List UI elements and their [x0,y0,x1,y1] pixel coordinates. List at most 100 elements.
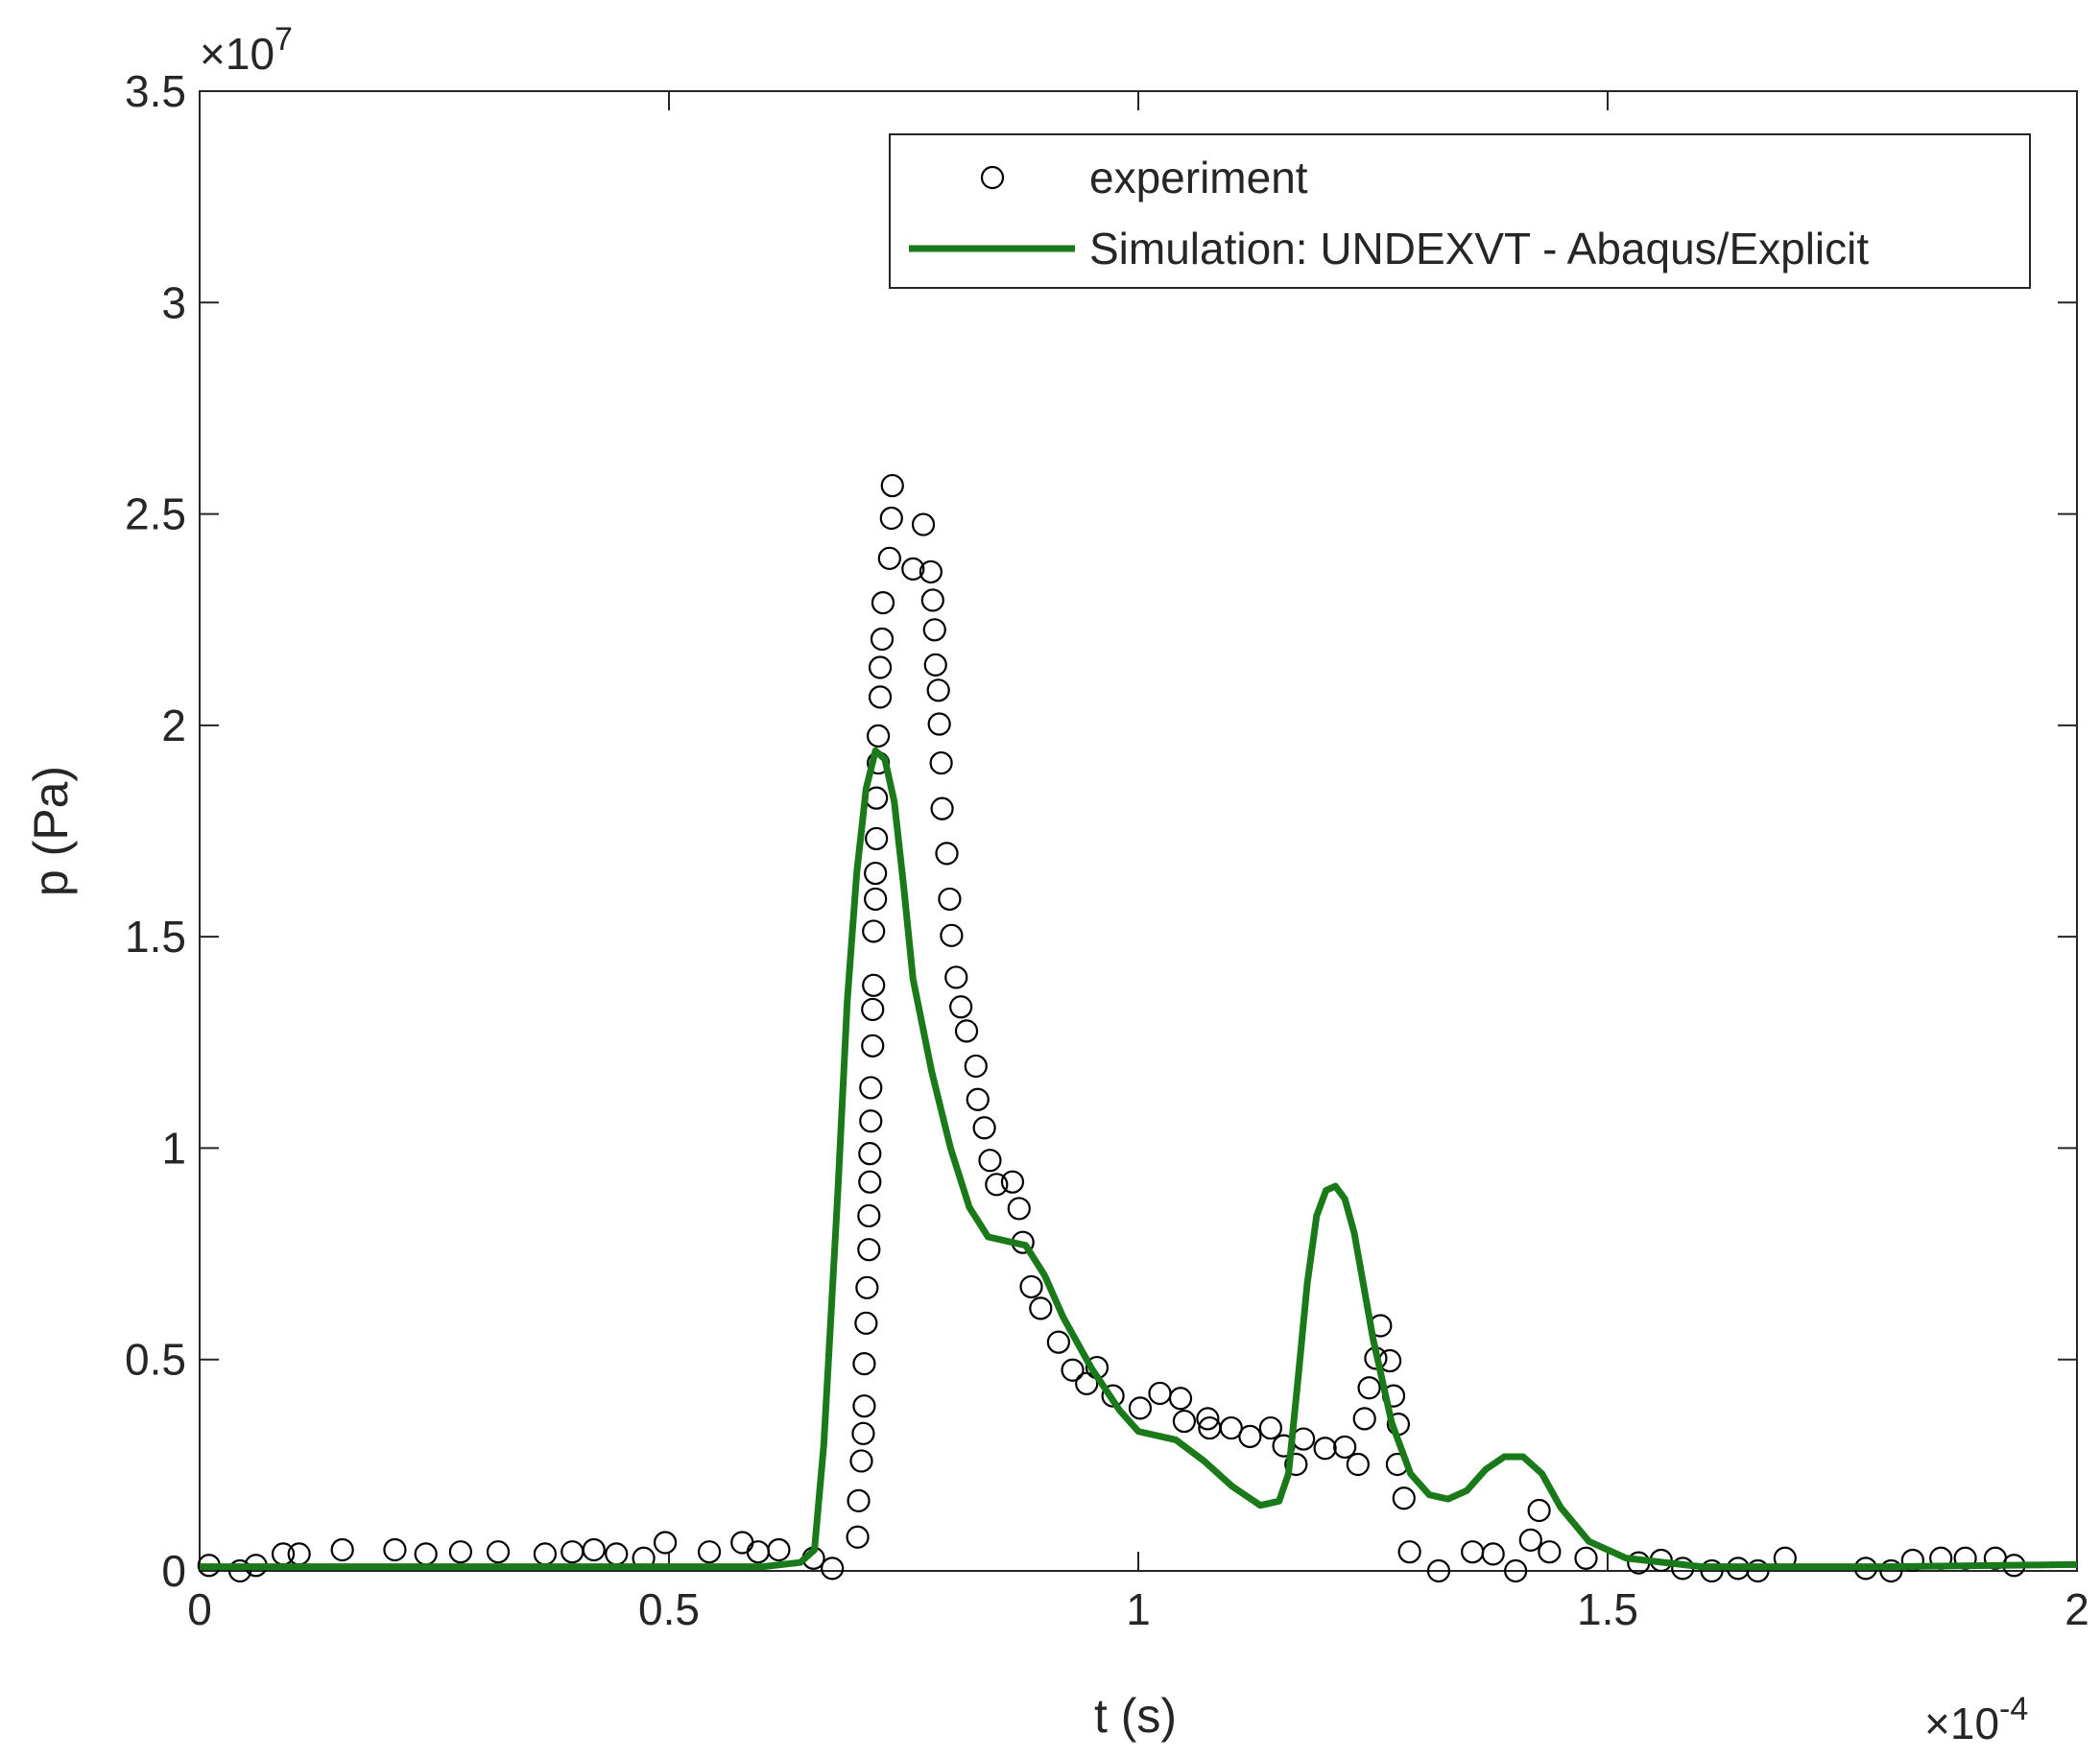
y-multiplier-base: ×10 [200,29,274,79]
data-point [1313,1437,1337,1461]
data-point [922,618,946,642]
data-point [1538,1540,1562,1564]
y-tick-label: 0.5 [125,1335,186,1385]
data-point [929,750,953,775]
x-multiplier-exponent: -4 [1999,1691,2028,1727]
data-point [1346,1452,1370,1477]
data-point [859,1076,883,1100]
data-point [954,1019,979,1043]
data-point [861,1034,885,1058]
data-point [938,887,962,912]
data-point [868,685,893,709]
data-point [862,919,886,943]
data-point [821,1557,845,1581]
data-point [582,1537,606,1562]
data-point [1168,1387,1193,1411]
legend-label: Simulation: UNDEXVT - Abaqus/Explicit [1089,224,1869,273]
data-point [1061,1358,1085,1382]
data-point [852,1352,876,1376]
data-point [1238,1424,1262,1448]
y-tick-label: 1 [161,1123,186,1173]
data-point [1196,1407,1220,1431]
data-point [930,796,954,820]
data-point [1392,1486,1416,1510]
y-tick-label: 3 [161,277,186,327]
legend-label: experiment [1089,153,1308,202]
legend-marker [980,165,1005,190]
data-point [944,965,968,989]
x-tick-label: 0.5 [638,1584,700,1634]
data-line [200,747,2078,1571]
data-point [1029,1296,1053,1320]
data-point [1007,1197,1031,1221]
x-tick-label: 0 [187,1584,212,1634]
y-tick-label: 0 [161,1546,186,1596]
data-point [927,712,951,736]
data-point [1219,1415,1243,1440]
data-point [861,997,885,1022]
y-tick-label: 1.5 [125,912,186,962]
x-axis-label: t (s) [1094,1689,1177,1743]
data-point [1900,1548,1924,1573]
data-point [1284,1452,1308,1477]
data-point [858,1170,882,1194]
data-point [966,1087,990,1111]
x-multiplier-base: ×10 [1924,1699,1999,1748]
data-point [1527,1498,1551,1523]
data-point [857,1203,881,1228]
y-multiplier-exponent: 7 [274,21,293,58]
data-point [868,655,893,679]
data-point [1518,1528,1542,1552]
legend-box [889,133,2031,289]
data-point [1397,1540,1421,1564]
data-point [911,512,936,536]
data-point [865,826,889,851]
x-multiplier: ×10-4 [1924,1691,2028,1748]
data-point [1172,1409,1197,1434]
data-point [949,995,973,1019]
data-point [1700,1558,1724,1583]
y-tick-label: 3.5 [125,66,186,116]
data-point [653,1531,678,1555]
data-point [964,1054,988,1079]
data-point [1504,1558,1528,1583]
data-point [383,1537,407,1562]
data-point [864,887,888,912]
data-point [1746,1558,1770,1583]
data-point [859,1109,883,1133]
data-point [866,724,891,748]
data-point [871,590,895,615]
data-point [858,1142,882,1166]
data-point [486,1540,511,1564]
data-point [864,861,888,886]
data-point [985,1173,1009,1197]
data-point [940,923,964,947]
data-point [855,1275,879,1299]
data-point [1879,1558,1903,1583]
data-point [849,1449,873,1473]
y-tick-label: 2 [161,701,186,750]
y-axis-label: p (Pa) [24,766,78,896]
data-point [1258,1415,1282,1440]
data-point [1357,1376,1381,1400]
data-point [1426,1558,1451,1583]
data-point [1046,1330,1070,1354]
data-point [870,627,895,652]
data-point [1000,1170,1025,1194]
data-point [1481,1542,1505,1566]
data-point [935,842,959,866]
data-point [879,506,903,531]
data-point [227,1558,252,1583]
data-point [846,1525,870,1549]
data-point [877,546,901,570]
data-point [448,1540,472,1564]
data-point [1333,1435,1357,1460]
data-point [847,1488,871,1512]
y-tick-label: 2.5 [125,489,186,539]
data-point [330,1537,354,1562]
data-point [852,1394,876,1418]
data-point [919,559,943,584]
data-point [901,557,925,581]
data-point [923,653,947,677]
